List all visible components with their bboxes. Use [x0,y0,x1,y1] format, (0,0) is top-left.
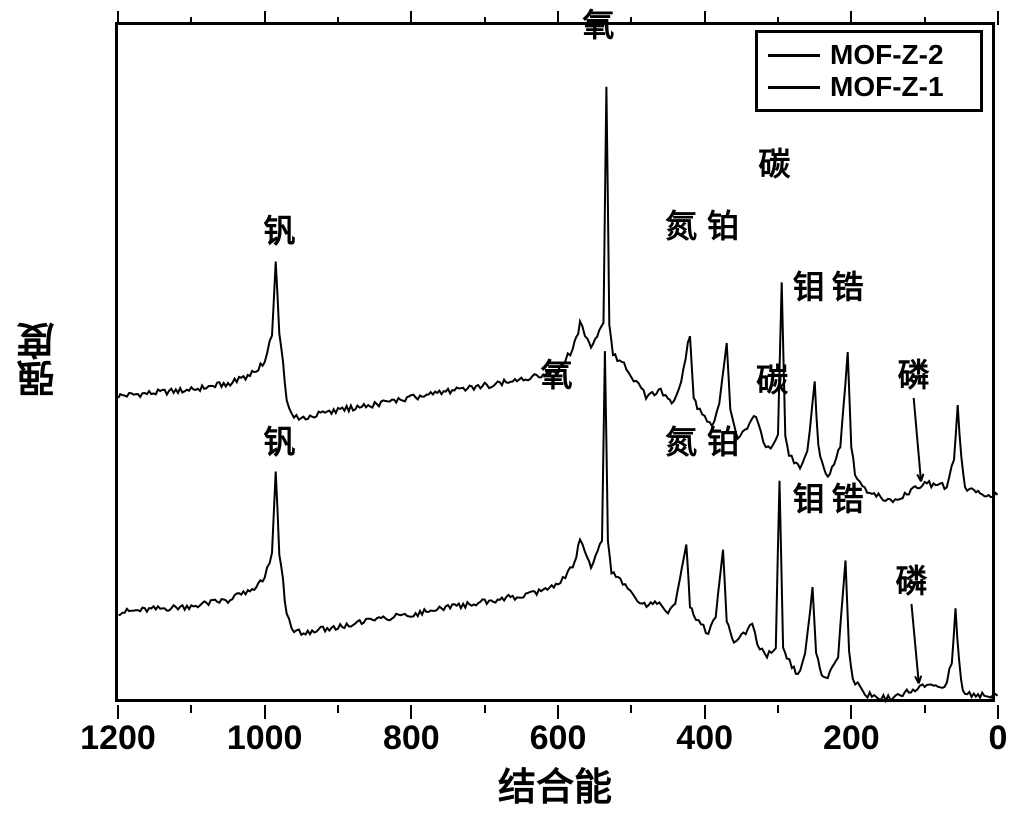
peak-label: 钒 [263,417,295,463]
x-tick-minor [190,705,192,713]
x-tick-minor [337,705,339,713]
x-tick-minor [924,705,926,713]
x-tick-label: 600 [513,719,603,758]
x-tick-minor-top [924,17,926,25]
peak-arrow [911,604,918,683]
series-line [119,87,998,502]
x-tick-major-top [117,11,119,25]
x-tick-major [850,705,852,719]
peak-label: 碳 [756,355,788,401]
peak-label: 磷 [898,350,930,396]
x-tick-label: 1200 [73,719,163,758]
x-tick-major-top [850,11,852,25]
x-tick-label: 800 [366,719,456,758]
legend-item: MOF-Z-1 [768,71,970,103]
x-tick-major [704,705,706,719]
x-tick-major-top [704,11,706,25]
x-tick-minor-top [630,17,632,25]
x-tick-major [997,705,999,719]
peak-label: 钼 [793,262,825,308]
x-tick-minor [484,705,486,713]
x-tick-minor [777,705,779,713]
x-tick-minor [630,705,632,713]
peak-label: 磷 [895,556,927,602]
x-tick-minor-top [337,17,339,25]
legend-label: MOF-Z-2 [830,39,944,71]
x-tick-major-top [997,11,999,25]
peak-arrow [914,398,921,482]
peak-label: 钒 [263,206,295,252]
peak-label: 锆 [832,262,864,308]
x-tick-major [557,705,559,719]
peak-label: 氧 [541,350,573,396]
x-tick-minor-top [777,17,779,25]
x-tick-minor-top [190,17,192,25]
x-axis-label: 结合能 [115,756,995,811]
legend-item: MOF-Z-2 [768,39,970,71]
peak-label: 氮 [665,417,697,463]
y-axis-label-text: 强度 [19,322,61,398]
peak-label: 碳 [758,139,790,185]
x-tick-major-top [557,11,559,25]
x-tick-label: 1000 [220,719,310,758]
plot-area: 120010008006004002000钒氧氮铂碳钼锆磷钒氧氮铂碳钼锆磷 [115,22,995,702]
y-axis-label: 强度 [12,0,67,720]
peak-label: 铂 [707,417,739,463]
x-tick-label: 200 [806,719,896,758]
peak-label: 铂 [707,201,739,247]
legend: MOF-Z-2MOF-Z-1 [755,30,983,112]
peak-label: 钼 [793,474,825,520]
peak-label: 氮 [665,201,697,247]
x-tick-label: 400 [660,719,750,758]
x-tick-label: 0 [953,719,1034,758]
x-tick-minor-top [484,17,486,25]
x-tick-major [264,705,266,719]
x-tick-major-top [264,11,266,25]
legend-swatch [768,86,820,89]
peak-label: 锆 [832,474,864,520]
x-tick-major [410,705,412,719]
x-tick-major-top [410,11,412,25]
legend-label: MOF-Z-1 [830,71,944,103]
series-line [119,351,998,701]
peak-label: 氧 [582,0,614,46]
legend-swatch [768,54,820,57]
x-tick-major [117,705,119,719]
x-axis-label-text: 结合能 [498,767,612,809]
